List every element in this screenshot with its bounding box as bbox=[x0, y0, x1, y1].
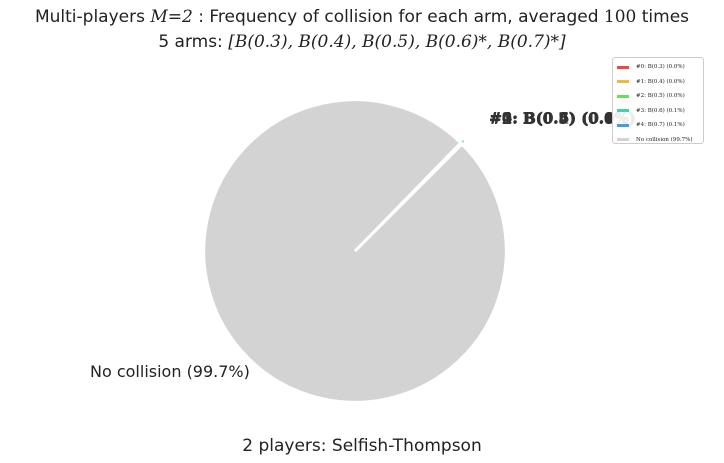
slice-label-1: #1: B(0.4) (0.0%) bbox=[490, 109, 636, 127]
legend-swatch bbox=[617, 65, 629, 69]
chart-title: Multi-players M=2 : Frequency of collisi… bbox=[34, 7, 690, 27]
legend-item-2: #2: B(0.5) (0.0%) bbox=[617, 89, 699, 104]
legend-swatch bbox=[617, 138, 629, 142]
slice-separator bbox=[353, 141, 465, 253]
legend-item-1: #1: B(0.4) (0.0%) bbox=[617, 75, 699, 90]
legend-item-4: #4: B(0.7) (0.1%) bbox=[617, 118, 699, 133]
x-axis-label: 2 players: Selfish-Thompson bbox=[242, 436, 482, 456]
legend-label: #2: B(0.5) (0.0%) bbox=[636, 93, 685, 100]
slice-label-overlap: #4: B(0.6) (0.0%) bbox=[489, 109, 636, 127]
legend-label: #3: B(0.6) (0.1%) bbox=[636, 107, 685, 114]
legend-item-3: #3: B(0.6) (0.1%) bbox=[617, 104, 699, 119]
slice-label-0: #0: B(0.3) (0.0%) bbox=[489, 109, 636, 127]
legend-swatch bbox=[617, 80, 629, 84]
legend-label: #1: B(0.4) (0.0%) bbox=[636, 78, 685, 85]
legend-label: #0: B(0.3) (0.0%) bbox=[636, 64, 685, 71]
slice-label-4: #4: B(0.7) (0.1%) bbox=[489, 109, 636, 127]
chart-subtitle: 5 arms: [B(0.3), B(0.4), B(0.5), B(0.6)*… bbox=[158, 32, 566, 52]
legend-swatch bbox=[617, 94, 629, 98]
legend-label: No collision (99.7%) bbox=[636, 136, 693, 143]
legend-label: #4: B(0.7) (0.1%) bbox=[636, 122, 685, 129]
legend: #0: B(0.3) (0.0%) #1: B(0.4) (0.0%) #2: B(… bbox=[612, 57, 704, 144]
slice-label-2: #2: B(0.5) (0.0%) bbox=[489, 110, 636, 128]
legend-item-5: No collision (99.7%) bbox=[617, 133, 699, 148]
pie-slice-5 bbox=[202, 98, 508, 404]
slice-label-no-collision: No collision (99.7%) bbox=[90, 362, 250, 381]
slice-label-3: #3: B(0.6) (0.1%) bbox=[490, 109, 636, 127]
legend-swatch bbox=[617, 123, 629, 127]
legend-swatch bbox=[617, 109, 629, 113]
legend-item-0: #0: B(0.3) (0.0%) bbox=[617, 60, 699, 75]
